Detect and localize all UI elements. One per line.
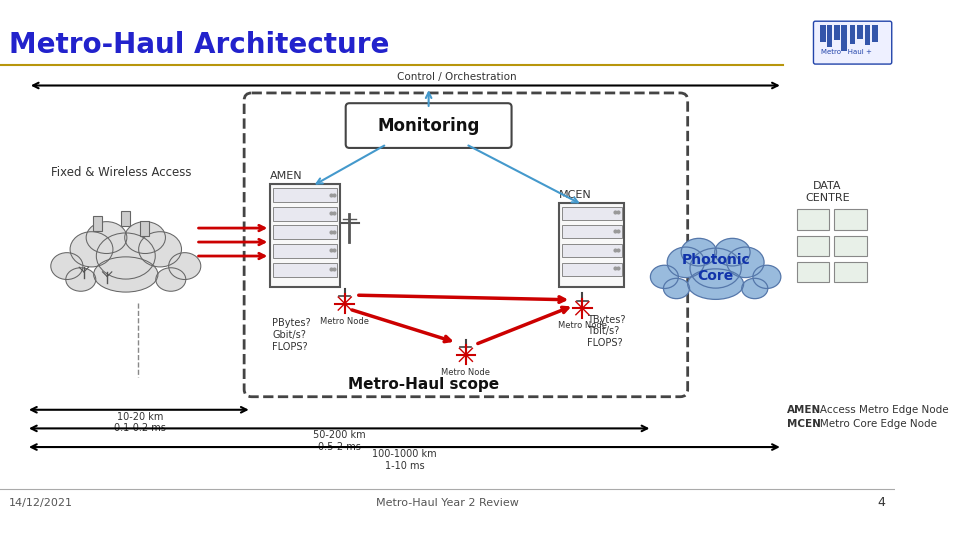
FancyBboxPatch shape [93,216,103,231]
Text: 10-20 km
0.1-0.2 ms: 10-20 km 0.1-0.2 ms [114,411,166,433]
Ellipse shape [96,233,156,279]
Text: Metro-Haul Year 2 Review: Metro-Haul Year 2 Review [375,498,518,508]
Text: Photonic
Core: Photonic Core [682,253,750,284]
FancyBboxPatch shape [873,25,877,42]
Ellipse shape [682,238,716,266]
Ellipse shape [66,268,96,291]
FancyBboxPatch shape [273,262,337,276]
Text: TBytes?
Tbit/s?
FLOPS?: TBytes? Tbit/s? FLOPS? [587,315,626,348]
Text: MCEN: MCEN [787,419,821,429]
FancyBboxPatch shape [797,261,829,282]
Text: Metro Node: Metro Node [558,321,607,330]
FancyBboxPatch shape [797,210,829,230]
Ellipse shape [70,232,113,267]
FancyBboxPatch shape [121,211,131,226]
Ellipse shape [138,232,181,267]
FancyBboxPatch shape [857,25,863,39]
Text: AMEN: AMEN [270,172,302,181]
Ellipse shape [663,278,689,299]
Ellipse shape [690,248,741,288]
FancyBboxPatch shape [797,235,829,256]
Text: : Metro Core Edge Node: : Metro Core Edge Node [812,419,937,429]
FancyBboxPatch shape [820,25,826,42]
Text: 4: 4 [877,496,885,509]
Ellipse shape [156,268,186,291]
Ellipse shape [742,278,768,299]
FancyBboxPatch shape [841,25,847,51]
FancyBboxPatch shape [273,244,337,258]
FancyBboxPatch shape [834,235,867,256]
Ellipse shape [169,253,201,280]
Text: Metro Node: Metro Node [442,368,491,377]
Ellipse shape [727,247,764,278]
Text: Metro Node: Metro Node [321,316,370,326]
FancyBboxPatch shape [273,225,337,239]
Text: AMEN: AMEN [787,405,822,415]
FancyBboxPatch shape [140,221,149,235]
Text: 100-1000 km
1-10 ms: 100-1000 km 1-10 ms [372,449,437,470]
Ellipse shape [651,265,679,288]
Ellipse shape [94,257,158,292]
FancyBboxPatch shape [834,261,867,282]
Text: DATA
CENTRE: DATA CENTRE [805,181,850,203]
FancyBboxPatch shape [273,207,337,221]
FancyBboxPatch shape [813,21,892,64]
Text: : Access Metro Edge Node: : Access Metro Edge Node [812,405,948,415]
Text: Monitoring: Monitoring [377,117,480,134]
Text: Metro-Haul scope: Metro-Haul scope [348,377,499,392]
FancyBboxPatch shape [562,262,621,275]
Ellipse shape [86,221,127,253]
FancyBboxPatch shape [562,225,621,238]
Text: 50-200 km
0.5-2 ms: 50-200 km 0.5-2 ms [313,430,366,452]
FancyBboxPatch shape [273,188,337,202]
Ellipse shape [687,269,744,299]
FancyBboxPatch shape [850,25,855,44]
Ellipse shape [51,253,83,280]
FancyBboxPatch shape [346,103,512,148]
FancyBboxPatch shape [562,244,621,257]
Ellipse shape [125,221,165,253]
Text: Control / Orchestration: Control / Orchestration [396,72,516,82]
FancyBboxPatch shape [559,203,624,287]
Text: PBytes?
Gbit/s?
FLOPS?: PBytes? Gbit/s? FLOPS? [272,319,311,352]
FancyBboxPatch shape [270,184,340,287]
Text: 14/12/2021: 14/12/2021 [10,498,73,508]
FancyBboxPatch shape [865,25,871,45]
FancyBboxPatch shape [834,210,867,230]
Text: Metro-Haul Architecture: Metro-Haul Architecture [10,30,390,58]
Text: MCEN: MCEN [559,190,591,200]
Ellipse shape [667,247,705,278]
FancyBboxPatch shape [834,25,840,40]
Ellipse shape [714,238,750,266]
FancyBboxPatch shape [562,207,621,220]
FancyBboxPatch shape [827,25,832,48]
Text: Metro   Haul +: Metro Haul + [821,49,872,55]
Text: Fixed & Wireless Access: Fixed & Wireless Access [51,166,192,179]
Ellipse shape [753,265,780,288]
